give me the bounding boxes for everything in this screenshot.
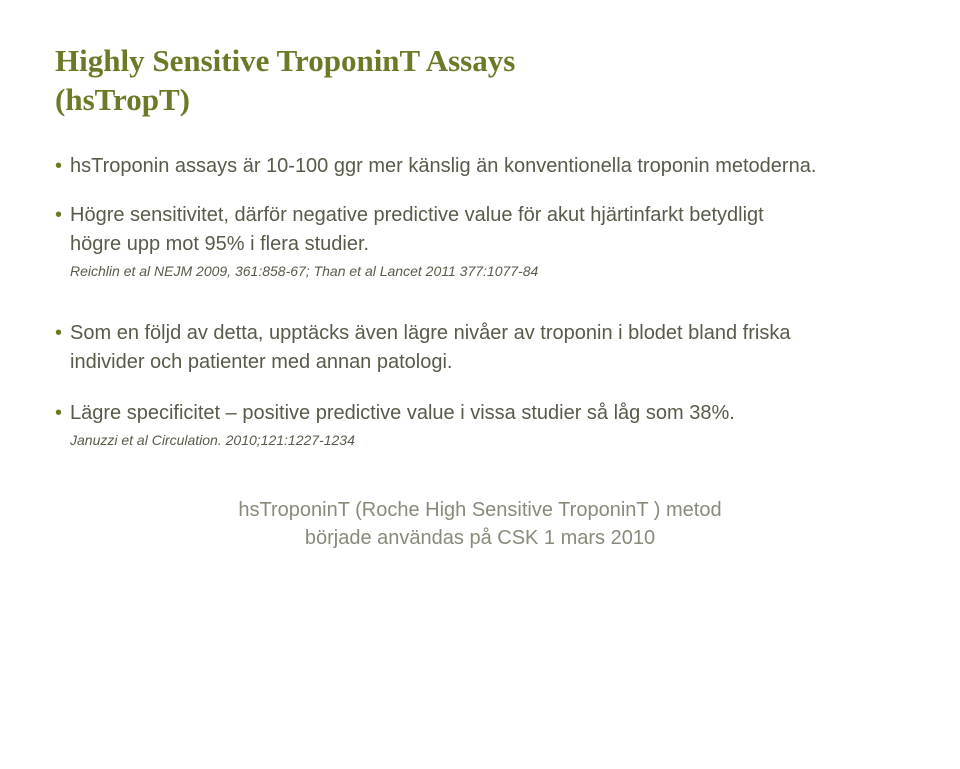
bullet-2-line-1: Högre sensitivitet, därför negative pred… bbox=[70, 201, 764, 230]
bullet-dot-icon: • bbox=[55, 201, 62, 230]
slide-title: Highly Sensitive TroponinT Assays (hsTro… bbox=[55, 42, 905, 120]
title-line-1: Highly Sensitive TroponinT Assays bbox=[55, 43, 515, 78]
footer-line-1: hsTroponinT (Roche High Sensitive Tropon… bbox=[238, 499, 721, 521]
bullet-2: • Högre sensitivitet, därför negative pr… bbox=[55, 201, 905, 279]
bullet-dot-icon: • bbox=[55, 319, 62, 348]
bullet-1-text: hsTroponin assays är 10-100 ggr mer käns… bbox=[70, 152, 816, 181]
bullet-3: • Som en följd av detta, upptäcks även l… bbox=[55, 319, 905, 377]
bullet-dot-icon: • bbox=[55, 152, 62, 181]
bullet-3-line-1: Som en följd av detta, upptäcks även läg… bbox=[70, 319, 790, 348]
bullet-4-line-1: Lägre specificitet – positive predictive… bbox=[70, 399, 735, 428]
bullet-4-reference: Januzzi et al Circulation. 2010;121:1227… bbox=[70, 432, 905, 448]
footer-note: hsTroponinT (Roche High Sensitive Tropon… bbox=[55, 496, 905, 552]
bullet-dot-icon: • bbox=[55, 399, 62, 428]
bullet-2-line-2: högre upp mot 95% i flera studier. bbox=[70, 230, 905, 259]
bullet-4: • Lägre specificitet – positive predicti… bbox=[55, 399, 905, 448]
bullet-1: • hsTroponin assays är 10-100 ggr mer kä… bbox=[55, 152, 905, 181]
bullet-3-line-2: individer och patienter med annan patolo… bbox=[70, 348, 905, 377]
bullet-2-reference: Reichlin et al NEJM 2009, 361:858-67; Th… bbox=[70, 263, 905, 279]
footer-line-2: började användas på CSK 1 mars 2010 bbox=[305, 527, 655, 549]
title-line-2: (hsTropT) bbox=[55, 82, 190, 117]
